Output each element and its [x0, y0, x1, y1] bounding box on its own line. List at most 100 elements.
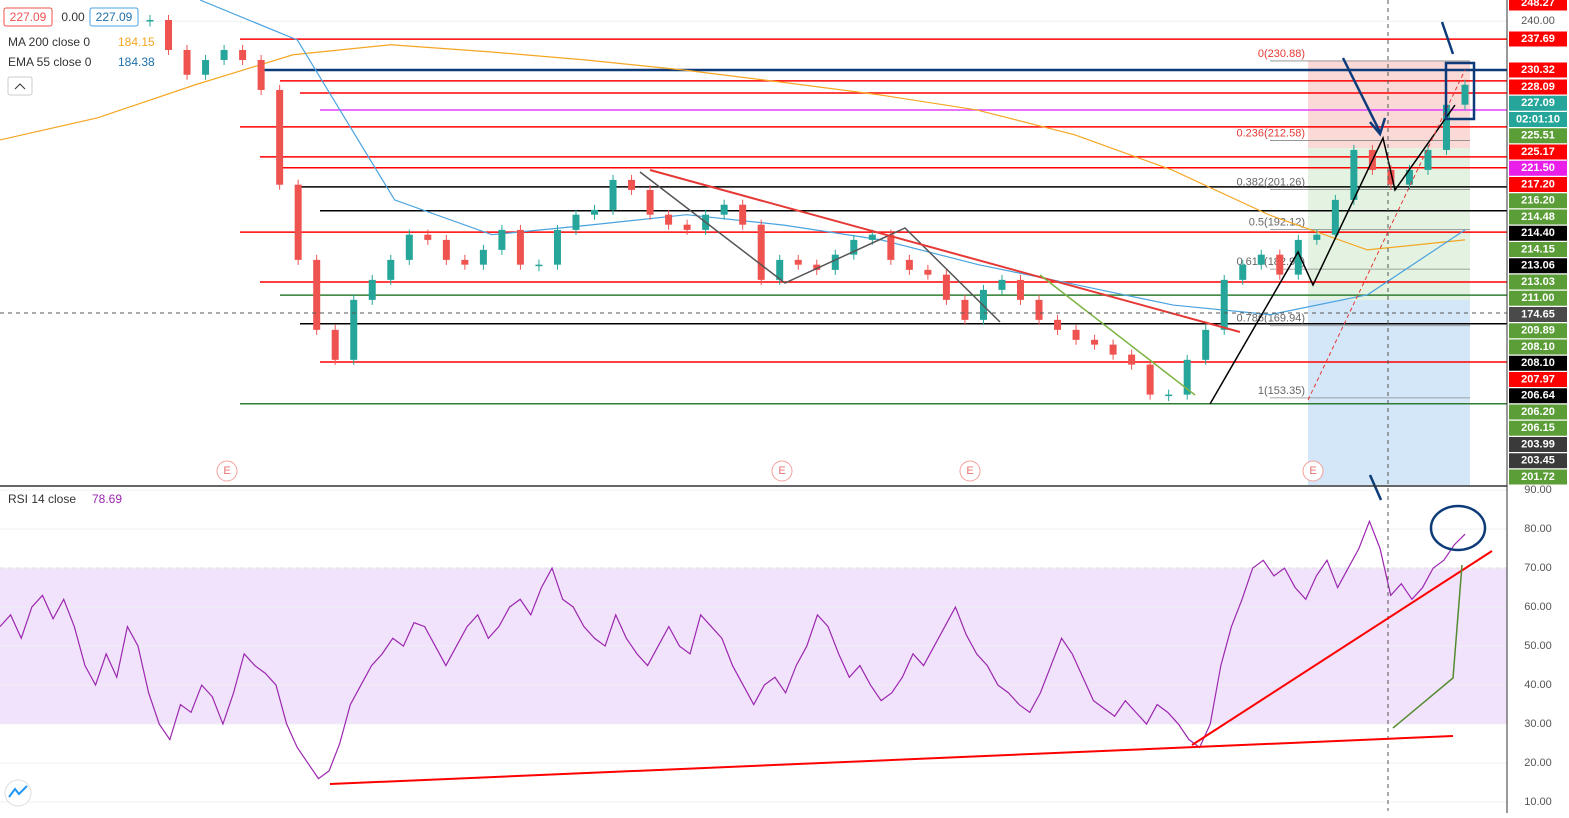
price-label: 203.99 [1521, 438, 1555, 450]
price-label: 214.15 [1521, 243, 1555, 255]
price-label: 214.48 [1521, 211, 1555, 223]
price-label: 221.50 [1521, 162, 1555, 174]
trend-line [1307, 69, 1466, 401]
candle [350, 299, 358, 360]
price-label-box [1509, 290, 1567, 306]
candle [331, 329, 339, 360]
candle [294, 184, 302, 260]
rsi-line [0, 519, 1466, 780]
price-label-box [1509, 404, 1567, 420]
price-label-box [1509, 355, 1567, 371]
candle [739, 204, 747, 225]
candle [609, 179, 617, 210]
legend-box [89, 7, 139, 27]
highlight-box [1444, 61, 1476, 121]
fib-label: 0(230.88) [1258, 48, 1305, 60]
candle [257, 59, 265, 90]
arrow [1341, 57, 1382, 133]
grid [0, 20, 1507, 803]
candle [868, 234, 876, 240]
ema-name: EMA 55 close 0 [8, 55, 92, 69]
candle [813, 264, 821, 270]
y-tick-label: 60.00 [1524, 601, 1552, 613]
price-label: 228.09 [1521, 81, 1555, 93]
event-marker [1302, 460, 1324, 482]
candle [683, 224, 691, 230]
candle [1165, 394, 1173, 397]
candle [1461, 84, 1469, 105]
price-label-box [1509, 31, 1567, 47]
rsi-trend-line [1191, 550, 1493, 746]
candle [1313, 234, 1321, 240]
zigzag [639, 171, 1001, 323]
price-label: 217.20 [1521, 178, 1555, 190]
candle [1035, 299, 1043, 320]
collapse-icon [14, 83, 26, 90]
candle [1442, 104, 1450, 150]
price-label: 213.03 [1521, 276, 1555, 288]
price-label: 230.32 [1521, 64, 1555, 76]
axis-labels: 240.00 90.00 80.00 70.00 60.00 50.00 40.00 30.0… [1509, 0, 1567, 808]
candle [1276, 254, 1284, 275]
candle [1239, 264, 1247, 280]
candle [387, 259, 395, 280]
price-label: 207.97 [1521, 373, 1555, 385]
candle [1294, 239, 1302, 275]
y-tick-label: 10.00 [1524, 796, 1552, 808]
y-tick-label: 30.00 [1524, 718, 1552, 730]
candle [646, 189, 654, 215]
price-label-box [1509, 274, 1567, 290]
ma-value: 184.15 [118, 35, 155, 49]
candle [628, 179, 636, 190]
candle [498, 229, 506, 250]
price-label-box [1509, 144, 1567, 160]
candle [146, 19, 154, 22]
fib-zone-blue [1308, 300, 1470, 485]
candle [183, 49, 191, 75]
candle [757, 224, 765, 280]
trend-lines [0, 0, 1507, 811]
levels: 0(230.88) 0.236(212.58) 0.382(201.26) 0.5(1… [240, 38, 1507, 405]
rsi-trend-line [329, 735, 1454, 785]
candle [202, 59, 210, 75]
price-label-box [1509, 469, 1567, 485]
y-tick-label: 240.00 [1521, 15, 1555, 27]
candle [461, 259, 469, 265]
price-label: 225.51 [1521, 130, 1555, 142]
price-label: 211.00 [1521, 292, 1554, 304]
candle [1183, 359, 1191, 395]
price-label: 174.65 [1521, 308, 1555, 320]
price-label: 206.64 [1521, 390, 1556, 402]
trend-line [649, 169, 1241, 333]
candle [479, 249, 487, 265]
event-marker [771, 460, 793, 482]
fib-label: 0.786(169.94) [1237, 313, 1306, 325]
candle [1146, 364, 1154, 395]
logo [8, 785, 28, 798]
candle [1072, 329, 1080, 340]
price-label: 209.89 [1521, 325, 1555, 337]
event-label: E [223, 465, 230, 477]
price-label: 237.69 [1521, 33, 1555, 45]
highlight-circle [1429, 504, 1487, 552]
fib-label: 1(153.35) [1258, 385, 1305, 397]
candle [887, 234, 895, 260]
price-label-box [1509, 128, 1567, 144]
price-label: 227.09 [1521, 97, 1555, 109]
event-marker [959, 460, 981, 482]
candle [794, 259, 802, 265]
candle [424, 234, 432, 240]
legend-box [3, 7, 53, 27]
price-label-box [1509, 323, 1567, 339]
y-tick-label: 80.00 [1524, 523, 1552, 535]
candle [572, 214, 580, 230]
price-label: 208.10 [1521, 357, 1555, 369]
price-label: 213.06 [1521, 260, 1555, 272]
price-label-box [1509, 95, 1567, 111]
price-label-box [1509, 79, 1567, 95]
candle [1091, 339, 1099, 345]
collapse-button[interactable] [7, 76, 33, 96]
candle [1387, 169, 1395, 185]
arrow [1440, 21, 1455, 55]
candle [368, 279, 376, 300]
